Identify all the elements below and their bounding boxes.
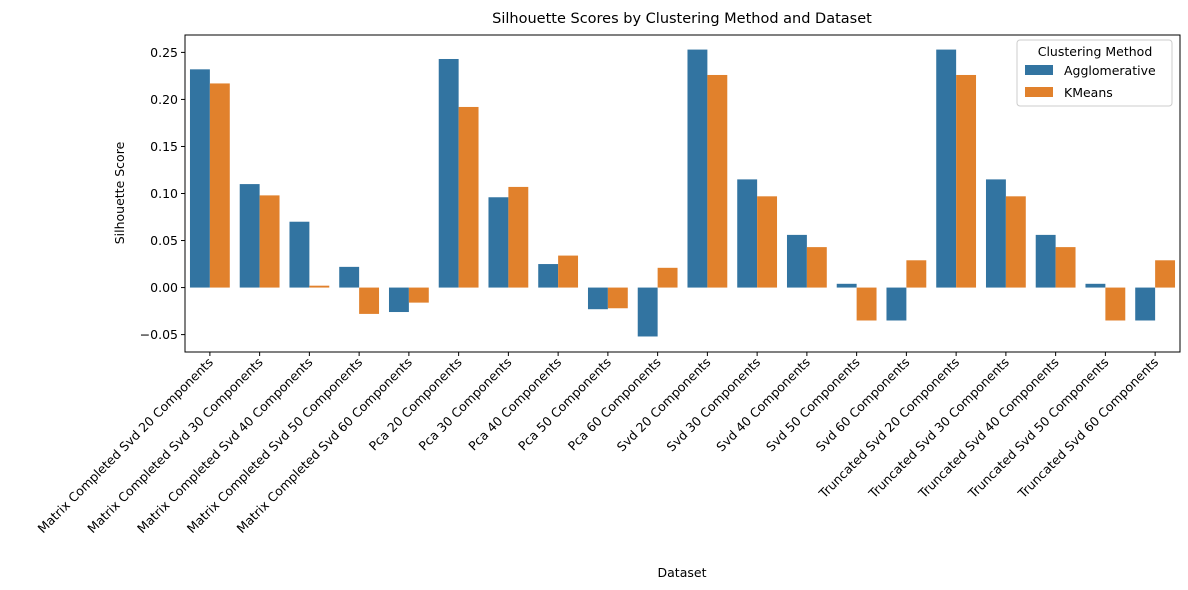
bar-agglomerative-11 (737, 179, 758, 288)
bars-layer (189, 49, 1176, 337)
legend-label-agglomerative: Agglomerative (1064, 63, 1156, 78)
bar-agglomerative-8 (587, 287, 608, 310)
bar-kmeans-1 (259, 195, 280, 288)
y-axis: −0.05 0.00 0.05 0.10 0.15 0.20 0.25 (140, 45, 185, 342)
y-tick-label: 0.10 (150, 186, 178, 201)
bar-agglomerative-19 (1135, 287, 1156, 321)
bar-agglomerative-3 (339, 266, 360, 288)
bar-kmeans-9 (657, 267, 678, 288)
bar-kmeans-15 (956, 74, 977, 288)
chart-title: Silhouette Scores by Clustering Method a… (492, 11, 872, 27)
bar-kmeans-12 (806, 247, 827, 288)
bar-agglomerative-0 (189, 69, 210, 288)
bar-agglomerative-15 (936, 49, 957, 288)
legend-swatch-agglomerative (1025, 65, 1053, 75)
bar-kmeans-17 (1055, 247, 1076, 288)
plot-frame (184, 34, 1181, 353)
bar-kmeans-5 (458, 106, 479, 288)
legend-box (1016, 39, 1173, 107)
bar-agglomerative-12 (786, 234, 807, 288)
y-tick-label: 0.25 (150, 45, 178, 60)
bar-kmeans-14 (906, 260, 927, 288)
y-tick-label: 0.00 (150, 280, 178, 295)
y-tick-label: 0.05 (150, 233, 178, 248)
bar-kmeans-10 (707, 74, 728, 288)
legend-title: Clustering Method (1038, 44, 1153, 59)
legend: Clustering Method Agglomerative KMeans (1016, 39, 1173, 107)
bar-kmeans-7 (558, 255, 579, 288)
bar-agglomerative-16 (985, 179, 1006, 288)
bar-kmeans-11 (757, 196, 778, 288)
bar-agglomerative-5 (438, 58, 459, 288)
bar-kmeans-2 (309, 285, 330, 288)
bar-agglomerative-4 (388, 287, 409, 313)
legend-swatch-kmeans (1025, 87, 1053, 97)
bar-kmeans-13 (856, 287, 877, 321)
bar-agglomerative-17 (1035, 234, 1056, 288)
x-axis-label: Dataset (658, 565, 707, 580)
bar-agglomerative-2 (289, 221, 310, 288)
bar-kmeans-6 (508, 186, 529, 288)
bar-kmeans-8 (607, 287, 628, 309)
y-tick-label: −0.05 (140, 327, 178, 342)
bar-agglomerative-10 (687, 49, 708, 288)
bar-kmeans-18 (1105, 287, 1126, 321)
y-tick-label: 0.15 (150, 139, 178, 154)
bar-agglomerative-13 (836, 283, 857, 288)
bar-agglomerative-14 (886, 287, 907, 321)
bar-agglomerative-7 (538, 264, 559, 288)
bar-agglomerative-18 (1085, 283, 1106, 288)
y-axis-label: Silhouette Score (112, 141, 127, 244)
y-tick-label: 0.20 (150, 92, 178, 107)
bar-agglomerative-9 (637, 287, 658, 337)
bar-kmeans-3 (359, 287, 380, 314)
bar-agglomerative-1 (239, 184, 260, 288)
legend-label-kmeans: KMeans (1064, 85, 1113, 100)
bar-kmeans-19 (1155, 260, 1176, 288)
bar-kmeans-16 (1005, 196, 1026, 288)
bar-kmeans-4 (408, 287, 429, 303)
bar-agglomerative-6 (488, 197, 509, 288)
bar-kmeans-0 (209, 83, 230, 288)
